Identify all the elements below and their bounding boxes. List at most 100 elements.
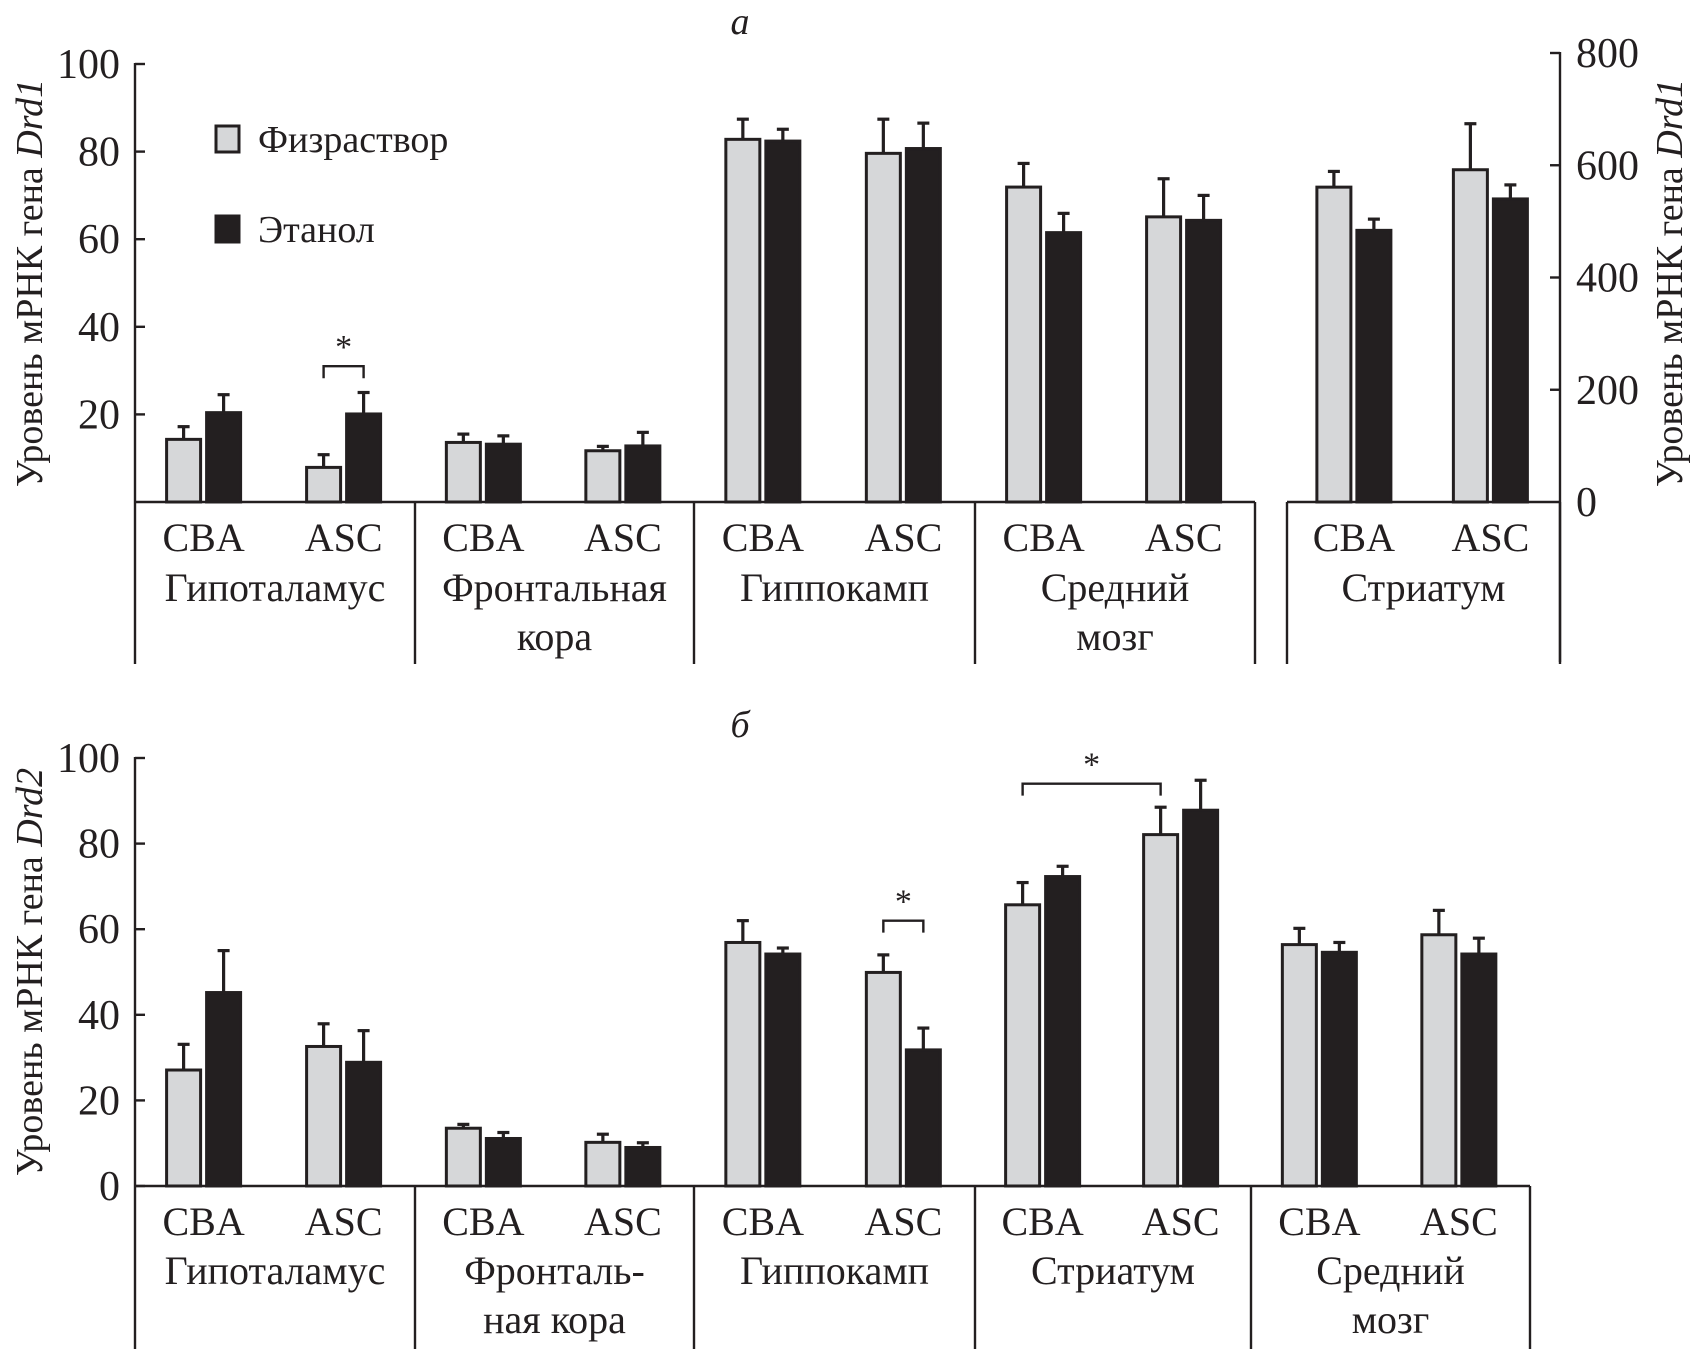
panel-a-y-axis-title: Уровень мРНК гена Drd1 [9,79,51,487]
bar-saline [1005,185,1043,504]
panel-a-secondary-y-axis-title-text: Уровень мРНК гена [1649,158,1691,487]
bar-saline [305,465,343,504]
significance-star: * [895,884,912,921]
secondary-y-tick-label: 400 [1576,256,1639,302]
secondary-y-tick-label: 600 [1576,143,1639,189]
panel-a-secondary-y-axis-title: Уровень мРНК гена Drd1 [1649,79,1691,487]
panel-b-y-axis-gene: Drd2 [9,768,51,848]
strain-label: ASC [584,515,662,560]
strain-label: CBA [1001,1199,1083,1244]
legend-swatch-ethanol [214,214,241,244]
bar-saline [305,1044,343,1188]
significance-star: * [1083,747,1100,784]
significance-bracket [1021,782,1162,796]
bar-ethanol [1044,875,1082,1188]
region-label: мозг [1352,1297,1430,1342]
bar-ethanol [624,444,662,504]
bar-saline [444,440,482,504]
y-tick-label: 20 [78,1078,120,1124]
strain-label: ASC [1451,515,1529,560]
strain-label: CBA [162,1199,244,1244]
region-label: Гипоталамус [165,1248,386,1293]
significance-star: * [335,329,352,366]
bar-saline [165,1068,203,1188]
panel-a-plot-area: 20 40 60 80 100 0 200 400 600 800 CBA ASC Гипоталаму… [57,31,1639,664]
legend-swatch-saline [214,124,241,154]
bar-saline [1142,833,1180,1188]
panel-b-drd2: б Уровень мРНК гена Drd2 0 20 40 60 80 100 CBA… [9,704,1532,1349]
bar-saline [1420,933,1458,1188]
bar-ethanol [904,1048,942,1188]
panel-b-y-axis-title-text: Уровень мРНК гена [9,847,51,1176]
panel-a-y-axis-gene: Drd1 [9,79,51,159]
y-tick-label: 100 [57,736,120,782]
strain-label: ASC [584,1199,662,1244]
panel-b-title: б [730,704,751,746]
strain-label: ASC [305,515,383,560]
y-tick-label: 60 [78,907,120,953]
strain-label: CBA [162,515,244,560]
region-label: Гиппокамп [740,1248,929,1293]
strain-label: CBA [442,1199,524,1244]
strain-label: CBA [1002,515,1084,560]
bar-ethanol [1182,808,1220,1188]
y-tick-label: 0 [99,1164,120,1210]
y-tick-label: 80 [78,822,120,868]
strain-label: ASC [864,515,942,560]
bar-ethanol [345,1060,383,1188]
y-tick-label: 80 [78,130,120,176]
bar-ethanol [1185,218,1223,504]
region-label: Стриатум [1031,1248,1195,1293]
bar-saline [864,970,902,1188]
strain-label: ASC [864,1199,942,1244]
bar-ethanol [1355,228,1393,504]
bar-saline [724,137,762,504]
region-label: кора [517,614,592,659]
bar-saline [1315,185,1353,504]
bar-ethanol [624,1145,662,1188]
bar-ethanol [484,1136,522,1188]
strain-label: CBA [722,515,804,560]
bar-ethanol [1045,231,1083,504]
bar-ethanol [345,412,383,504]
region-label: Фронталь- [464,1248,645,1293]
region-label: ная кора [483,1297,626,1342]
region-label: мозг [1076,614,1154,659]
panel-a-title: а [731,1,750,43]
bar-ethanol [764,952,802,1188]
y-tick-label: 40 [78,305,120,351]
region-label: Гиппокамп [740,565,929,610]
panel-a-y-axis-title-text: Уровень мРНК гена [9,158,51,487]
secondary-y-tick-label: 0 [1576,480,1597,526]
bar-saline [724,940,762,1188]
significance-bracket [882,919,925,933]
bar-ethanol [205,991,243,1188]
strain-label: CBA [442,515,524,560]
bar-saline [584,449,622,504]
y-tick-label: 100 [57,42,120,88]
panel-b-y-axis-title: Уровень мРНК гена Drd2 [9,768,51,1176]
region-label: Гипоталамус [165,565,386,610]
region-label: Средний [1041,565,1189,610]
panel-a-secondary-y-axis-gene: Drd1 [1649,79,1691,159]
strain-label: CBA [722,1199,804,1244]
secondary-y-tick-label: 200 [1576,368,1639,414]
strain-label: ASC [1142,1199,1220,1244]
strain-label: CBA [1313,515,1395,560]
bar-ethanol [484,442,522,504]
legend: Физраствор Этанол [214,119,448,251]
region-label: Средний [1316,1248,1464,1293]
bar-saline [1145,215,1183,504]
y-tick-label: 20 [78,392,120,438]
strain-label: ASC [1145,515,1223,560]
bar-saline [165,437,203,504]
bar-saline [444,1126,482,1188]
bar-ethanol [205,411,243,504]
bar-saline [1280,943,1318,1188]
bar-ethanol [1320,950,1358,1188]
bar-saline [864,151,902,504]
significance-bracket [322,365,365,379]
bar-saline [1451,168,1489,504]
